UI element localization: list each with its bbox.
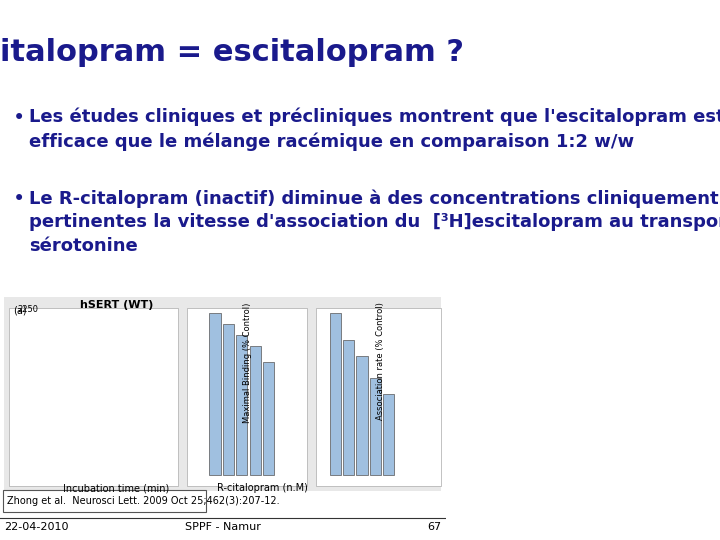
FancyBboxPatch shape <box>3 490 207 512</box>
Text: 2250: 2250 <box>18 305 39 314</box>
FancyBboxPatch shape <box>250 346 261 475</box>
Text: 22-04-2010: 22-04-2010 <box>4 522 69 531</box>
FancyBboxPatch shape <box>263 362 274 475</box>
Text: citalopram = escitalopram ?: citalopram = escitalopram ? <box>0 38 464 67</box>
FancyBboxPatch shape <box>316 308 441 486</box>
FancyBboxPatch shape <box>4 297 441 491</box>
FancyBboxPatch shape <box>9 308 179 486</box>
Text: Le R-citalopram (inactif) diminue à des concentrations cliniquement
pertinentes : Le R-citalopram (inactif) diminue à des … <box>29 189 720 255</box>
FancyBboxPatch shape <box>236 335 247 475</box>
FancyBboxPatch shape <box>370 378 381 475</box>
FancyBboxPatch shape <box>383 394 395 475</box>
Text: hSERT (WT): hSERT (WT) <box>80 300 153 310</box>
FancyBboxPatch shape <box>343 340 354 475</box>
FancyBboxPatch shape <box>187 308 307 486</box>
Text: •: • <box>14 189 26 209</box>
Text: Association rate (% Control): Association rate (% Control) <box>377 302 385 420</box>
Text: Les études cliniques et précliniques montrent que l'escitalopram est plus
effica: Les études cliniques et précliniques mon… <box>29 108 720 151</box>
Text: Maximal Binding (% Control): Maximal Binding (% Control) <box>243 302 252 423</box>
Text: Incubation time (min): Incubation time (min) <box>63 483 169 494</box>
Text: (a): (a) <box>14 305 27 315</box>
Text: SPPF - Namur: SPPF - Namur <box>185 522 261 531</box>
FancyBboxPatch shape <box>330 313 341 475</box>
Text: 67: 67 <box>427 522 441 531</box>
Text: R-citalopram (n.M): R-citalopram (n.M) <box>217 483 308 494</box>
FancyBboxPatch shape <box>356 356 368 475</box>
FancyBboxPatch shape <box>222 324 234 475</box>
FancyBboxPatch shape <box>210 313 220 475</box>
Text: •: • <box>14 108 26 128</box>
Text: Zhong et al.  Neurosci Lett. 2009 Oct 25;462(3):207-12.: Zhong et al. Neurosci Lett. 2009 Oct 25;… <box>6 496 279 505</box>
